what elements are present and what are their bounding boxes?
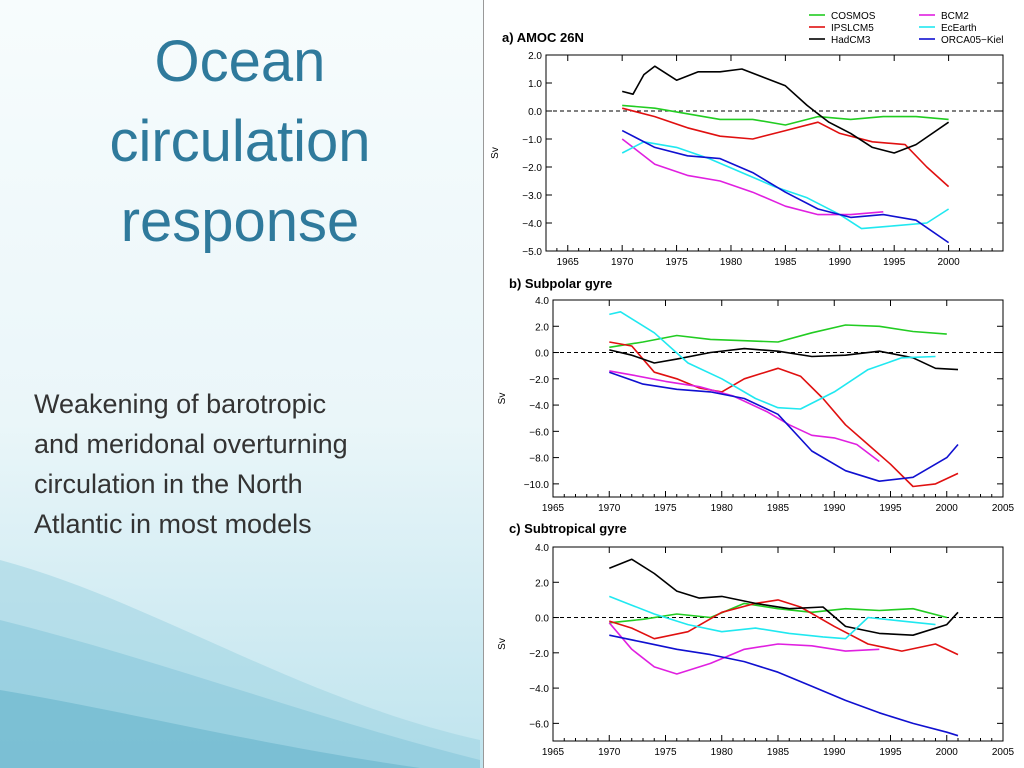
y-tick-label: −2.0 — [529, 375, 549, 386]
title-line: circulation — [109, 109, 371, 174]
legend-label: BCM2 — [941, 11, 969, 22]
legend-label: HadCM3 — [831, 35, 871, 46]
x-tick-label: 2005 — [992, 503, 1015, 514]
y-tick-label: −4.0 — [522, 219, 542, 230]
y-tick-label: 0.0 — [528, 107, 542, 118]
title-line: response — [120, 189, 360, 254]
series-line-orca05-kiel — [609, 371, 959, 483]
y-tick-label: 4.0 — [535, 296, 549, 307]
series-line-bcm2 — [608, 622, 880, 675]
series-line-hadcm3 — [621, 65, 950, 154]
x-tick-label: 1985 — [767, 503, 790, 514]
x-tick-label: 1990 — [823, 747, 846, 758]
y-tick-label: −1.0 — [522, 135, 542, 146]
y-tick-label: −6.0 — [529, 427, 549, 438]
plot-frame — [552, 299, 1004, 498]
x-tick-label: 1965 — [542, 747, 565, 758]
body-line: Atlantic in most models — [34, 509, 312, 539]
series-line-cosmos — [609, 324, 947, 349]
plot-frame — [545, 54, 1004, 252]
x-tick-label: 1980 — [711, 747, 734, 758]
x-tick-label: 2000 — [937, 257, 960, 268]
y-tick-label: −10.0 — [524, 480, 550, 491]
series-line-orca05-kiel — [609, 634, 959, 737]
y-axis-label: Sv — [497, 638, 508, 650]
x-tick-label: 1965 — [557, 257, 580, 268]
series-line-ipslcm5 — [609, 341, 959, 488]
y-tick-label: 2.0 — [535, 578, 549, 589]
y-tick-label: −3.0 — [522, 191, 542, 202]
x-tick-label: 1990 — [823, 503, 846, 514]
x-tick-label: 1970 — [598, 503, 621, 514]
series-line-ipslcm5 — [622, 107, 950, 188]
chart-panel: a) AMOC 26N Sv 2.0 1.0 0.0 −1.0 −2.0 −3.0 −4.0 −5… — [490, 30, 1004, 268]
x-tick-label: 1970 — [598, 747, 621, 758]
series-line-hadcm3 — [609, 558, 959, 637]
chart-panel: c) Subtropical gyre Sv 4.0 2.0 0.0 −2.0 −4.0 −6… — [497, 521, 1015, 758]
legend-label: EcEarth — [941, 23, 977, 34]
x-tick-label: 1995 — [879, 747, 902, 758]
y-tick-label: −4.0 — [529, 684, 549, 695]
series-line-cosmos — [622, 104, 949, 126]
y-tick-label: 4.0 — [535, 543, 549, 554]
series-line-cosmos — [609, 602, 948, 624]
legend-label: ORCA05−Kiel — [941, 35, 1004, 46]
x-tick-label: 1985 — [774, 257, 797, 268]
legend-label: COSMOS — [831, 11, 876, 22]
x-tick-label: 2005 — [992, 747, 1015, 758]
y-tick-label: 0.0 — [535, 349, 549, 360]
chart-title: b) Subpolar gyre — [509, 276, 612, 291]
x-tick-label: 1975 — [665, 257, 688, 268]
x-tick-label: 2000 — [936, 747, 959, 758]
x-tick-label: 2000 — [936, 503, 959, 514]
x-tick-label: 1975 — [654, 747, 677, 758]
series-line-ecearth — [609, 595, 936, 640]
y-tick-label: 1.0 — [528, 79, 542, 90]
series-line-ecearth — [609, 310, 936, 410]
x-tick-label: 1995 — [883, 257, 906, 268]
y-tick-label: 2.0 — [528, 51, 542, 62]
figure-panel: a) AMOC 26N Sv 2.0 1.0 0.0 −1.0 −2.0 −3.0 −4.0 −5… — [483, 0, 1024, 768]
y-axis-label: Sv — [490, 147, 501, 159]
y-tick-label: 2.0 — [535, 322, 549, 333]
chart-panel: b) Subpolar gyre Sv 4.0 2.0 0.0 −2.0 −4.0 −6.0 −… — [497, 276, 1015, 514]
body-line: Weakening of barotropic — [34, 389, 327, 419]
chart-title: a) AMOC 26N — [502, 30, 584, 45]
y-tick-label: −4.0 — [529, 401, 549, 412]
legend-label: IPSLCM5 — [831, 23, 874, 34]
x-tick-label: 1970 — [611, 257, 634, 268]
body-line: circulation in the North — [34, 469, 303, 499]
series-line-orca05-kiel — [621, 129, 950, 244]
x-tick-label: 1975 — [654, 503, 677, 514]
chart-title: c) Subtropical gyre — [509, 521, 627, 536]
y-tick-label: −2.0 — [529, 649, 549, 660]
x-tick-label: 1980 — [720, 257, 743, 268]
body-line: and meridonal overturning — [34, 429, 348, 459]
chart-figure: a) AMOC 26N Sv 2.0 1.0 0.0 −1.0 −2.0 −3.0 −4.0 −5… — [490, 11, 1015, 758]
series-line-ipslcm5 — [609, 599, 959, 656]
x-tick-label: 1990 — [829, 257, 852, 268]
x-tick-label: 1995 — [879, 503, 902, 514]
title-line: Ocean — [154, 29, 326, 94]
y-tick-label: −6.0 — [529, 719, 549, 730]
y-tick-label: −2.0 — [522, 163, 542, 174]
y-tick-label: 0.0 — [535, 614, 549, 625]
x-tick-label: 1980 — [711, 503, 734, 514]
x-tick-label: 1985 — [767, 747, 790, 758]
slide-body-text: Weakening of barotropic and meridonal ov… — [34, 384, 454, 544]
x-tick-label: 1965 — [542, 503, 565, 514]
slide-title: Ocean circulation response — [40, 22, 440, 262]
series-line-ecearth — [621, 141, 950, 230]
y-axis-label: Sv — [497, 393, 508, 405]
series-line-hadcm3 — [609, 347, 959, 371]
y-tick-label: −8.0 — [529, 454, 549, 465]
y-tick-label: −5.0 — [522, 247, 542, 258]
series-line-bcm2 — [609, 370, 880, 463]
